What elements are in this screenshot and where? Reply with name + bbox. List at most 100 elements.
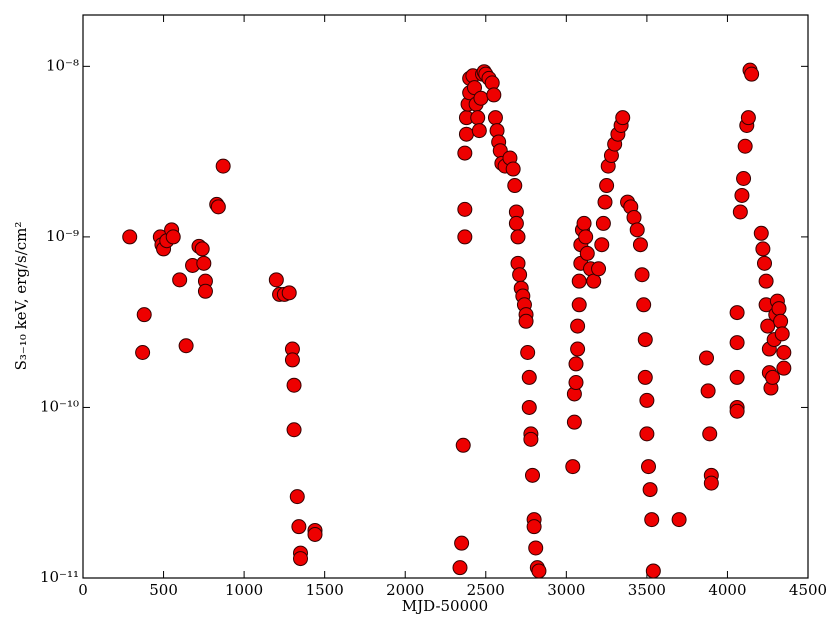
data-point	[457, 229, 473, 245]
data-point	[734, 187, 750, 203]
data-point	[471, 123, 487, 139]
data-point	[699, 350, 714, 366]
data-point	[512, 267, 528, 283]
data-point	[165, 229, 181, 245]
data-point	[565, 459, 581, 475]
data-point	[579, 245, 595, 261]
data-point	[508, 215, 524, 231]
data-point	[729, 369, 745, 385]
data-point	[215, 158, 231, 174]
data-point	[526, 519, 542, 535]
plot-frame	[82, 14, 809, 579]
data-point	[568, 375, 584, 391]
data-point	[729, 305, 745, 321]
data-point	[470, 110, 486, 126]
data-point	[597, 194, 613, 210]
data-point	[753, 225, 769, 241]
x-tick-label: 3500	[628, 581, 666, 599]
x-tick-label: 1000	[225, 581, 263, 599]
data-point	[594, 237, 610, 253]
data-point	[671, 512, 687, 528]
data-point	[639, 392, 655, 408]
data-point	[755, 241, 771, 257]
data-point	[520, 344, 536, 360]
data-point	[744, 66, 760, 82]
data-point	[776, 360, 792, 376]
x-tick-label: 4500	[789, 581, 827, 599]
data-point	[454, 535, 470, 551]
data-point	[566, 414, 582, 430]
data-point	[135, 344, 151, 360]
data-point	[486, 87, 502, 103]
data-point	[736, 170, 752, 186]
data-point	[729, 335, 745, 351]
x-tick-label: 4000	[708, 581, 746, 599]
data-point	[455, 437, 471, 453]
data-point	[487, 110, 503, 126]
data-point	[457, 201, 473, 217]
data-point	[774, 326, 790, 342]
data-point	[293, 551, 308, 567]
data-point	[197, 283, 213, 299]
x-axis-label: MJD-50000	[402, 597, 488, 615]
data-point	[510, 229, 526, 245]
y-tick-label: 10⁻⁸	[46, 56, 79, 74]
data-point	[172, 272, 188, 288]
data-point	[570, 341, 586, 357]
data-point	[765, 369, 781, 385]
data-point	[196, 255, 212, 271]
data-point	[776, 344, 792, 360]
data-point	[525, 467, 540, 483]
data-point	[194, 241, 210, 257]
data-point	[626, 209, 642, 225]
y-tick-label: 10⁻⁹	[46, 227, 79, 245]
data-point	[289, 489, 305, 505]
data-point	[760, 318, 776, 334]
data-point	[771, 301, 787, 317]
data-point	[210, 199, 226, 215]
data-point	[629, 222, 645, 238]
data-point	[702, 426, 718, 442]
data-point	[595, 215, 611, 231]
data-point	[523, 431, 539, 447]
data-point	[291, 519, 307, 535]
data-point	[521, 399, 537, 415]
data-point	[507, 178, 523, 194]
data-point	[307, 526, 323, 542]
data-point	[729, 403, 745, 419]
x-tick-label: 0	[78, 581, 88, 599]
data-point	[286, 377, 302, 393]
data-point	[473, 90, 489, 106]
y-tick-label: 10⁻¹¹	[40, 568, 79, 586]
data-point	[268, 272, 284, 288]
data-point	[634, 267, 650, 283]
data-point	[281, 285, 297, 301]
x-tick-label: 2500	[467, 581, 505, 599]
data-point	[178, 338, 194, 354]
data-point	[284, 352, 300, 368]
x-tick-label: 500	[149, 581, 178, 599]
data-point	[528, 540, 544, 556]
data-point	[773, 313, 789, 329]
data-point	[645, 563, 661, 579]
data-point	[570, 318, 586, 334]
data-point	[637, 369, 653, 385]
data-point	[700, 383, 716, 399]
data-point	[732, 204, 748, 220]
data-point	[571, 273, 587, 289]
data-point	[457, 145, 473, 161]
data-point	[703, 475, 719, 491]
data-point	[632, 237, 648, 253]
data-point	[122, 229, 138, 245]
data-point	[737, 138, 753, 154]
data-point	[576, 215, 592, 231]
data-point	[505, 161, 521, 177]
data-point	[452, 560, 468, 576]
data-point	[642, 482, 658, 498]
data-point	[639, 426, 655, 442]
x-tick-label: 3000	[547, 581, 585, 599]
data-point	[599, 178, 615, 194]
data-point	[615, 110, 631, 126]
